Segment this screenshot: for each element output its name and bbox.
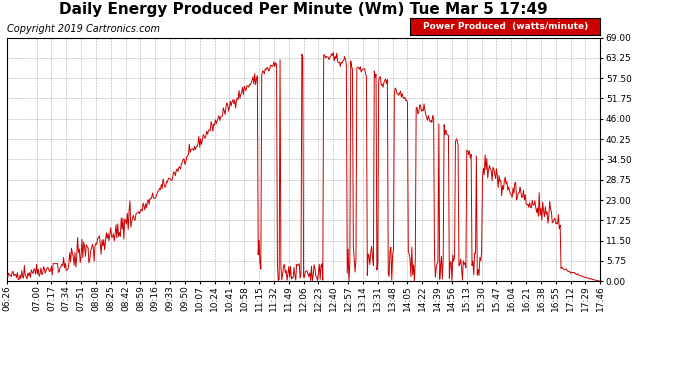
Title: Daily Energy Produced Per Minute (Wm) Tue Mar 5 17:49: Daily Energy Produced Per Minute (Wm) Tu…	[59, 2, 548, 17]
Text: Copyright 2019 Cartronics.com: Copyright 2019 Cartronics.com	[7, 24, 160, 34]
